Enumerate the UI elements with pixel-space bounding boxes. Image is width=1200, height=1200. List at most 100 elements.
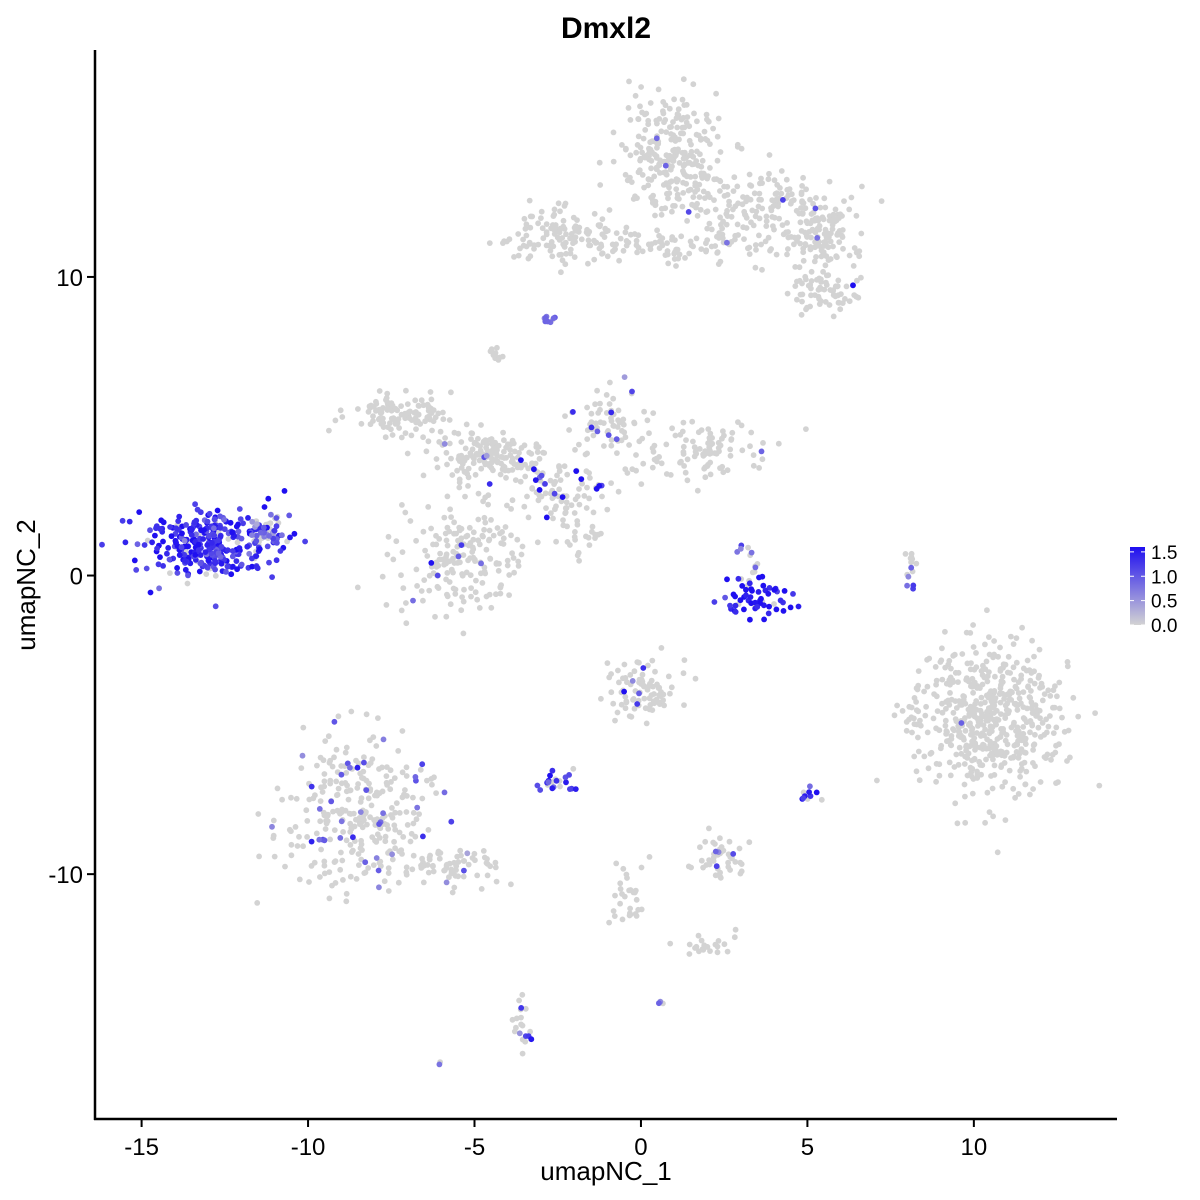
- data-point: [1002, 702, 1009, 709]
- data-point: [563, 499, 570, 506]
- data-point: [616, 257, 622, 264]
- data-point: [622, 146, 629, 153]
- data-point: [1064, 758, 1070, 764]
- data-point: [333, 778, 340, 785]
- data-point: [629, 388, 635, 395]
- data-point: [1047, 713, 1053, 719]
- data-point: [321, 870, 328, 877]
- data-point: [1013, 659, 1020, 666]
- data-point: [472, 857, 478, 864]
- data-point: [586, 542, 593, 548]
- data-point: [502, 467, 508, 474]
- data-point: [732, 593, 738, 600]
- data-point: [328, 798, 335, 805]
- data-point: [327, 777, 334, 784]
- data-point: [631, 231, 638, 237]
- data-point: [656, 1000, 662, 1007]
- data-point: [233, 523, 240, 530]
- data-point: [732, 609, 739, 615]
- data-point: [747, 182, 753, 189]
- data-point: [732, 926, 739, 933]
- data-point: [605, 432, 612, 438]
- data-point: [999, 749, 1005, 755]
- data-point: [457, 847, 464, 854]
- data-point: [434, 572, 441, 579]
- data-point: [1006, 767, 1013, 774]
- data-point: [1012, 794, 1018, 801]
- data-point: [692, 173, 699, 180]
- data-point: [910, 582, 917, 589]
- data-point: [583, 533, 589, 540]
- data-point: [398, 403, 404, 409]
- data-point: [256, 546, 263, 552]
- data-point: [560, 517, 566, 523]
- data-point: [343, 744, 350, 751]
- data-point: [1045, 723, 1052, 730]
- data-point: [734, 183, 741, 190]
- data-point: [429, 781, 435, 788]
- data-point: [475, 435, 481, 442]
- data-point: [398, 434, 405, 441]
- data-point: [643, 720, 650, 727]
- data-point: [666, 105, 673, 112]
- data-point: [335, 713, 342, 720]
- data-point: [853, 293, 860, 300]
- data-point: [472, 589, 479, 596]
- data-point: [472, 471, 479, 478]
- data-point: [429, 427, 435, 434]
- data-point: [347, 764, 353, 771]
- data-point: [771, 177, 778, 184]
- data-point: [338, 780, 345, 787]
- data-point: [747, 443, 753, 450]
- data-point: [728, 437, 735, 443]
- data-point: [971, 756, 977, 763]
- data-point: [339, 806, 345, 813]
- data-point: [421, 577, 428, 583]
- data-point: [1015, 690, 1022, 696]
- data-point: [650, 410, 657, 416]
- data-point: [567, 786, 573, 792]
- data-point: [553, 503, 559, 510]
- data-point: [644, 417, 651, 424]
- data-point: [370, 418, 376, 424]
- data-point: [455, 537, 461, 544]
- data-point: [826, 178, 833, 185]
- data-point: [908, 704, 915, 711]
- data-point: [629, 678, 636, 684]
- data-point: [518, 457, 524, 463]
- data-point: [585, 260, 591, 267]
- data-point: [658, 205, 665, 212]
- data-point: [742, 211, 748, 218]
- data-point: [746, 171, 753, 178]
- data-point: [799, 183, 805, 189]
- data-point: [924, 656, 930, 663]
- data-point: [603, 410, 610, 416]
- data-point: [705, 426, 712, 432]
- data-point: [183, 522, 190, 528]
- data-point: [798, 189, 805, 196]
- data-point: [701, 942, 708, 949]
- data-point: [908, 550, 915, 557]
- data-point: [752, 564, 759, 571]
- data-point: [636, 438, 643, 445]
- data-point: [298, 765, 305, 771]
- data-point: [800, 174, 806, 181]
- data-point: [699, 157, 706, 164]
- data-point: [1015, 791, 1022, 797]
- data-point: [444, 493, 451, 500]
- data-point: [821, 286, 828, 293]
- data-point: [947, 690, 953, 696]
- data-point: [967, 764, 974, 771]
- data-point: [343, 890, 350, 897]
- data-point: [192, 552, 199, 558]
- data-point: [194, 506, 201, 513]
- data-point: [428, 396, 435, 403]
- data-point: [1056, 705, 1063, 712]
- data-point: [342, 749, 349, 756]
- x-tick-label: 5: [801, 1134, 814, 1161]
- data-point: [319, 789, 326, 795]
- data-point: [543, 229, 550, 236]
- data-point: [604, 227, 611, 234]
- data-point: [493, 591, 499, 598]
- data-point: [604, 660, 611, 666]
